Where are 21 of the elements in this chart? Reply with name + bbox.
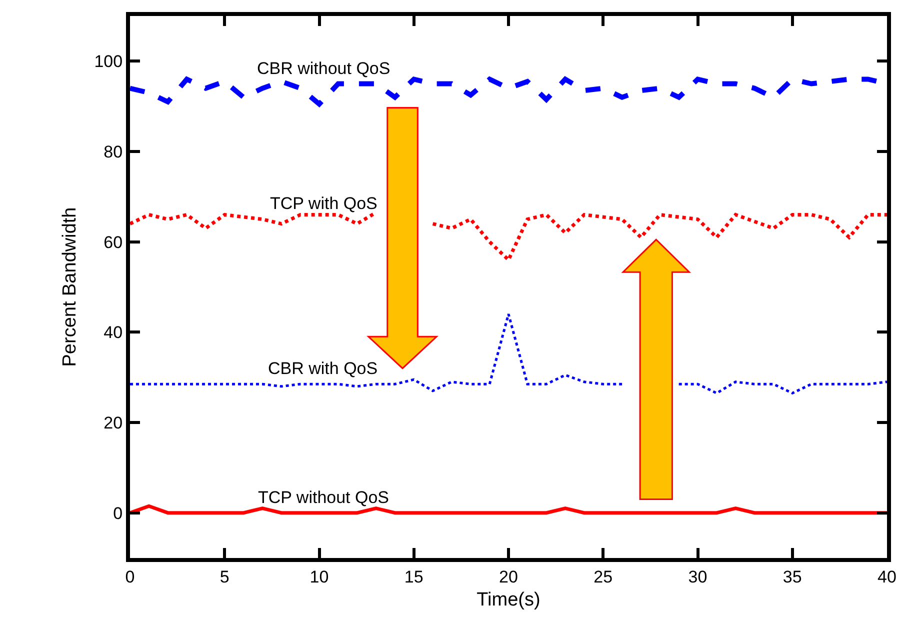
y-tick-label: 60 <box>104 232 123 252</box>
x-tick-label: 15 <box>404 567 424 586</box>
x-tick-label: 25 <box>594 567 613 586</box>
series-label: TCP with QoS <box>270 194 378 213</box>
series-label: TCP without QoS <box>258 488 390 507</box>
x-tick-label: 20 <box>499 567 518 586</box>
x-axis-title: Time(s) <box>476 590 540 611</box>
x-tick-label: 10 <box>310 567 329 586</box>
x-tick-label: 0 <box>125 567 135 586</box>
y-tick-label: 20 <box>104 413 123 432</box>
x-tick-label: 35 <box>782 567 802 586</box>
y-tick-label: 0 <box>113 504 123 523</box>
y-axis-title: Percent Bandwidth <box>60 207 81 367</box>
y-tick-label: 80 <box>104 142 123 162</box>
series-label: CBR with QoS <box>268 359 378 378</box>
y-tick-label: 100 <box>94 52 123 72</box>
x-tick-label: 40 <box>878 567 896 586</box>
x-tick-label: 30 <box>688 567 708 586</box>
series-label: CBR without QoS <box>257 59 390 78</box>
x-tick-label: 5 <box>220 567 230 586</box>
y-tick-label: 40 <box>104 323 123 342</box>
